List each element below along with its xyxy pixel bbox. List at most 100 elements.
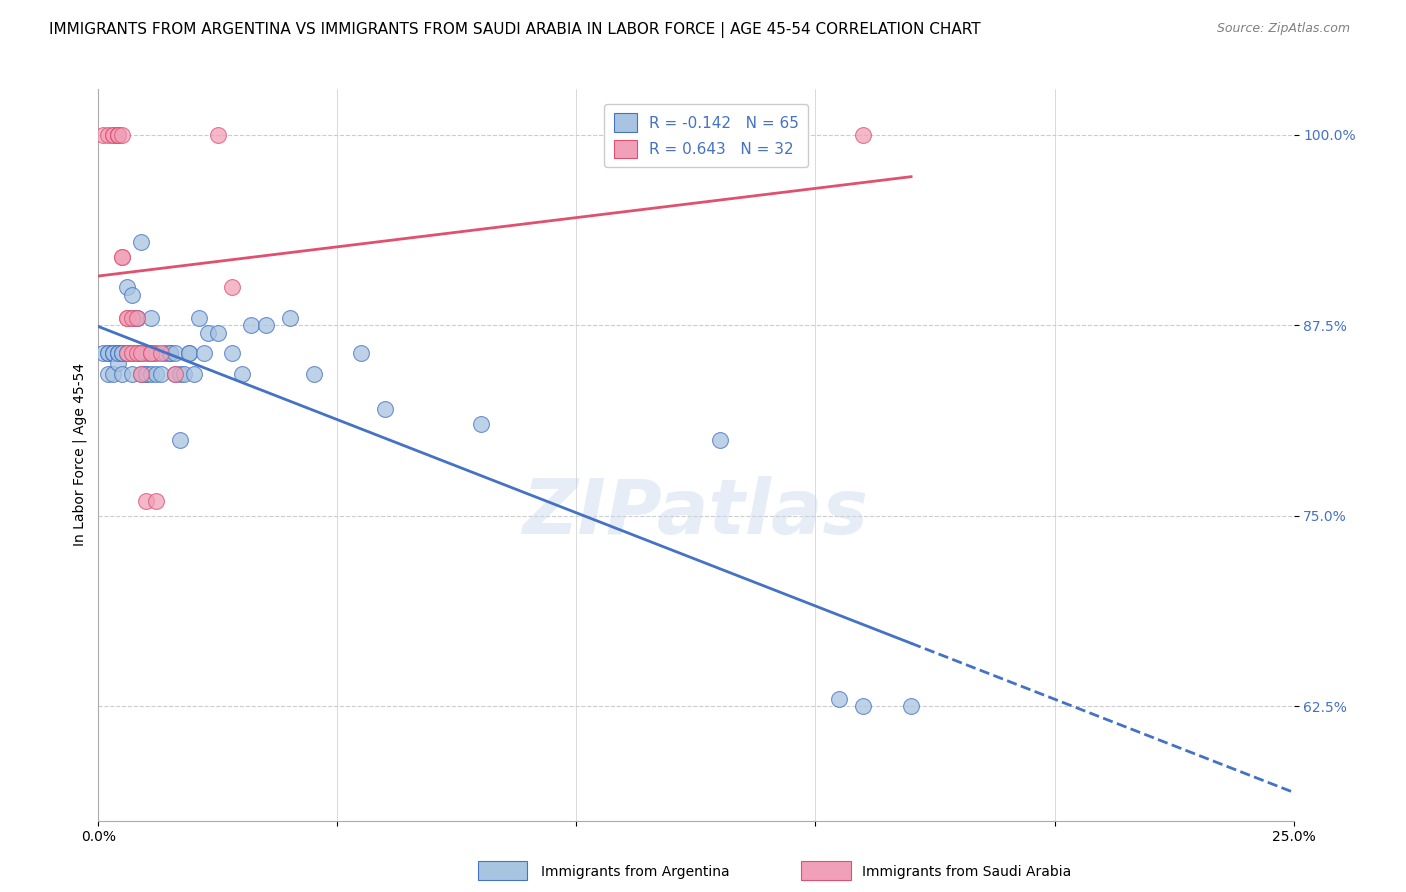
Text: ZIPatlas: ZIPatlas — [523, 476, 869, 550]
Point — [121, 346, 143, 360]
Point — [169, 367, 191, 381]
Point — [131, 235, 153, 249]
Point — [97, 367, 120, 381]
Point — [111, 250, 134, 264]
Point — [709, 433, 731, 447]
Legend: R = -0.142   N = 65, R = 0.643   N = 32: R = -0.142 N = 65, R = 0.643 N = 32 — [605, 104, 808, 168]
Point — [374, 402, 396, 417]
Point — [470, 417, 492, 432]
Point — [111, 346, 134, 360]
Y-axis label: In Labor Force | Age 45-54: In Labor Force | Age 45-54 — [73, 363, 87, 547]
Point — [149, 346, 172, 360]
Point — [135, 346, 157, 360]
Point — [111, 367, 134, 381]
Point — [125, 310, 148, 325]
Point — [101, 346, 124, 360]
Point — [97, 346, 120, 360]
Point — [221, 280, 243, 294]
Point — [131, 346, 153, 360]
Point — [163, 346, 186, 360]
Point — [828, 691, 851, 706]
Point — [131, 367, 153, 381]
Point — [183, 367, 205, 381]
Point — [207, 128, 229, 142]
Point — [121, 310, 143, 325]
Point — [121, 310, 143, 325]
Point — [125, 310, 148, 325]
Point — [169, 433, 191, 447]
Text: Immigrants from Argentina: Immigrants from Argentina — [541, 865, 730, 880]
Point — [97, 346, 120, 360]
Point — [107, 128, 129, 142]
Point — [111, 128, 134, 142]
Point — [197, 326, 219, 340]
Point — [115, 346, 138, 360]
Point — [125, 310, 148, 325]
Point — [121, 367, 143, 381]
Point — [159, 346, 181, 360]
Point — [231, 367, 253, 381]
Point — [107, 346, 129, 360]
Point — [121, 288, 143, 302]
Point — [145, 367, 167, 381]
Point — [115, 310, 138, 325]
Point — [193, 346, 215, 360]
Point — [187, 310, 209, 325]
Point — [101, 346, 124, 360]
Point — [149, 367, 172, 381]
Point — [107, 128, 129, 142]
Point — [107, 128, 129, 142]
Point — [350, 346, 373, 360]
Point — [107, 128, 129, 142]
Point — [135, 367, 157, 381]
Point — [121, 346, 143, 360]
Point — [207, 326, 229, 340]
Point — [125, 346, 148, 360]
Point — [139, 367, 162, 381]
Point — [145, 493, 167, 508]
Point — [107, 356, 129, 371]
Point — [91, 128, 114, 142]
Point — [97, 128, 120, 142]
Point — [131, 367, 153, 381]
Point — [278, 310, 301, 325]
Point — [900, 699, 922, 714]
Point — [111, 346, 134, 360]
Point — [101, 128, 124, 142]
Text: Source: ZipAtlas.com: Source: ZipAtlas.com — [1216, 22, 1350, 36]
Point — [111, 250, 134, 264]
Point — [221, 346, 243, 360]
Point — [852, 128, 875, 142]
Point — [135, 493, 157, 508]
Point — [107, 346, 129, 360]
Point — [139, 346, 162, 360]
Point — [101, 346, 124, 360]
Point — [135, 367, 157, 381]
Point — [145, 346, 167, 360]
Point — [302, 367, 325, 381]
Point — [115, 346, 138, 360]
Point — [125, 346, 148, 360]
Point — [163, 367, 186, 381]
Point — [101, 128, 124, 142]
Text: IMMIGRANTS FROM ARGENTINA VS IMMIGRANTS FROM SAUDI ARABIA IN LABOR FORCE | AGE 4: IMMIGRANTS FROM ARGENTINA VS IMMIGRANTS … — [49, 22, 981, 38]
Point — [131, 346, 153, 360]
Point — [107, 346, 129, 360]
Point — [115, 346, 138, 360]
Point — [139, 310, 162, 325]
Point — [155, 346, 177, 360]
Point — [101, 367, 124, 381]
Point — [173, 367, 195, 381]
Point — [139, 346, 162, 360]
Point — [163, 367, 186, 381]
Point — [852, 699, 875, 714]
Point — [179, 346, 201, 360]
Point — [159, 346, 181, 360]
Point — [179, 346, 201, 360]
Point — [240, 318, 263, 333]
Point — [91, 346, 114, 360]
Point — [115, 280, 138, 294]
Point — [139, 346, 162, 360]
Text: Immigrants from Saudi Arabia: Immigrants from Saudi Arabia — [862, 865, 1071, 880]
Point — [254, 318, 277, 333]
